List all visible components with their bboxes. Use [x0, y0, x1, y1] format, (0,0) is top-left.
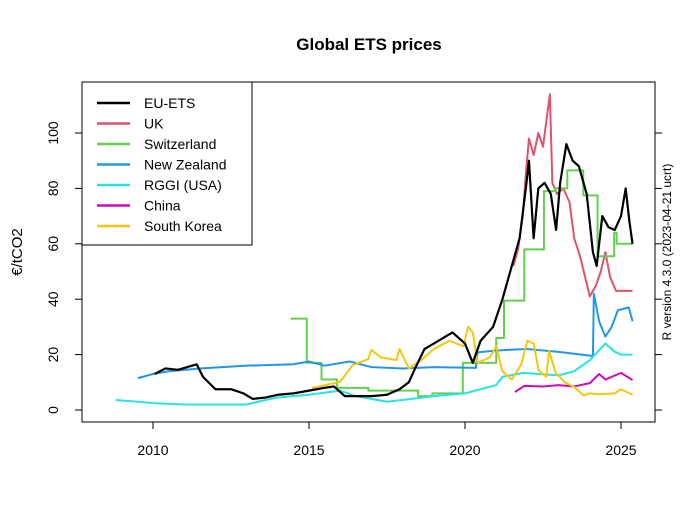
legend: EU-ETS UK Switzerland New Zealand RGGI (USA)…	[81, 81, 253, 246]
y-axis-label: €/tCO2	[9, 228, 26, 276]
axes-layer: 2010 2015 2020 2025 0 20 40 60 80 100	[45, 121, 662, 458]
y-tick-label: 0	[45, 406, 61, 414]
legend-label: Switzerland	[144, 136, 216, 152]
legend-label: China	[144, 198, 181, 214]
y-tick-label: 100	[45, 121, 61, 145]
x-tick-label: 2025	[605, 442, 636, 458]
y-tick-label: 20	[45, 347, 61, 363]
series-line-rggi-usa	[115, 342, 633, 406]
legend-label: EU-ETS	[144, 95, 195, 111]
y-tick-label: 40	[45, 291, 61, 307]
x-tick-label: 2010	[137, 442, 168, 458]
r-version-note: R version 4.3.0 (2023-04-21 ucrt)	[660, 164, 674, 341]
y-tick-label: 60	[45, 236, 61, 252]
series-line-switzerland	[290, 169, 633, 398]
series-layer	[115, 93, 634, 406]
series-line-south-korea	[311, 325, 633, 397]
chart-title: Global ETS prices	[296, 35, 442, 54]
legend-label: UK	[144, 116, 164, 132]
series-line-eu-ets	[154, 142, 634, 401]
x-tick-label: 2020	[449, 442, 480, 458]
legend-label: New Zealand	[144, 157, 227, 173]
y-tick-label: 80	[45, 180, 61, 196]
x-tick-label: 2015	[293, 442, 324, 458]
series-line-new-zealand	[137, 292, 634, 380]
legend-label: RGGI (USA)	[144, 177, 222, 193]
legend-label: South Korea	[144, 218, 222, 234]
series-line-china	[514, 371, 634, 393]
